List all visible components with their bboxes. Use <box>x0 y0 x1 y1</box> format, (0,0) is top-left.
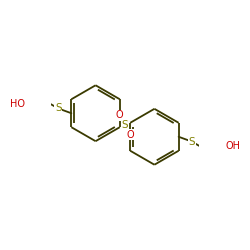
Text: O: O <box>127 130 134 140</box>
Text: S: S <box>122 120 128 130</box>
Text: O: O <box>116 110 123 120</box>
Text: OH: OH <box>225 142 240 152</box>
Text: S: S <box>188 136 195 146</box>
Text: S: S <box>55 104 62 114</box>
Text: HO: HO <box>10 98 25 108</box>
